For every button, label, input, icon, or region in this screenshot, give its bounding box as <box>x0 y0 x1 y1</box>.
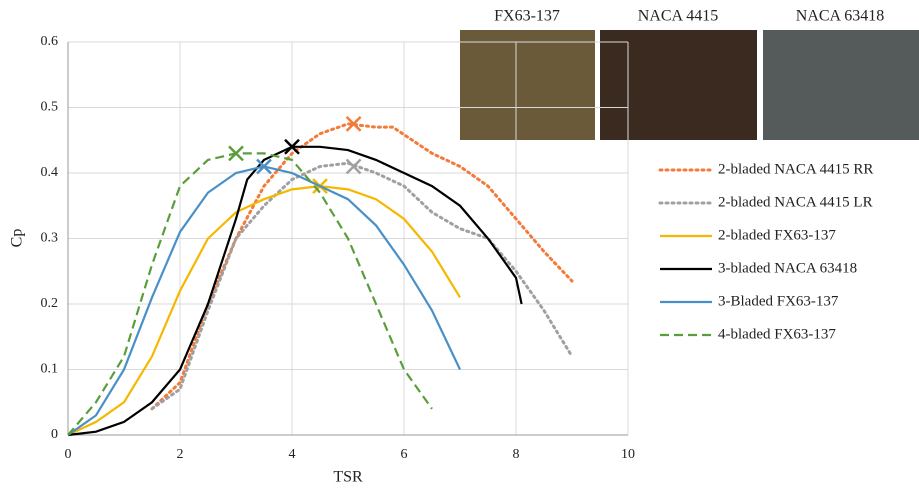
x-tick-label: 2 <box>177 447 184 462</box>
series-line <box>67 184 461 436</box>
legend-label: 3-bladed NACA 63418 <box>718 260 857 276</box>
legend-label: 2-bladed FX63-137 <box>718 227 836 243</box>
y-axis-label: Cp <box>9 229 26 248</box>
legend-label: 2-bladed NACA 4415 LR <box>718 194 873 210</box>
photo-caption: FX63-137 <box>494 8 560 25</box>
y-tick-label: 0.4 <box>41 165 59 180</box>
photo <box>600 30 757 140</box>
peak-cross <box>284 138 300 155</box>
y-tick-label: 0.5 <box>41 100 59 115</box>
legend-label: 4-bladed FX63-137 <box>718 326 836 342</box>
peak-cross <box>228 145 244 162</box>
y-tick-label: 0 <box>51 427 58 442</box>
peak-marker <box>284 138 300 155</box>
legend-label: 3-Bladed FX63-137 <box>718 293 839 309</box>
peak-cross <box>256 158 272 175</box>
y-tick-label: 0.3 <box>41 231 59 246</box>
peak-cross <box>345 115 362 132</box>
x-tick-label: 6 <box>401 447 408 462</box>
x-tick-label: 10 <box>621 447 635 462</box>
y-tick-label: 0.2 <box>41 296 59 311</box>
photo <box>763 30 919 140</box>
photo <box>460 30 595 140</box>
x-tick-label: 0 <box>65 447 72 462</box>
photo-caption: NACA 63418 <box>796 8 884 25</box>
x-tick-label: 4 <box>289 447 296 462</box>
y-tick-label: 0.6 <box>41 34 59 49</box>
series-line <box>150 161 574 411</box>
peak-marker <box>228 145 244 162</box>
series-line <box>67 152 433 436</box>
x-axis-label: TSR <box>333 469 363 486</box>
y-tick-label: 0.1 <box>41 362 59 377</box>
x-tick-label: 8 <box>513 447 520 462</box>
peak-marker <box>256 158 272 175</box>
peak-marker <box>345 115 362 132</box>
series-line <box>150 122 574 411</box>
peak-cross <box>345 158 362 175</box>
peak-marker <box>345 158 362 175</box>
photo-caption: NACA 4415 <box>638 8 718 25</box>
legend-label: 2-bladed NACA 4415 RR <box>718 161 873 177</box>
